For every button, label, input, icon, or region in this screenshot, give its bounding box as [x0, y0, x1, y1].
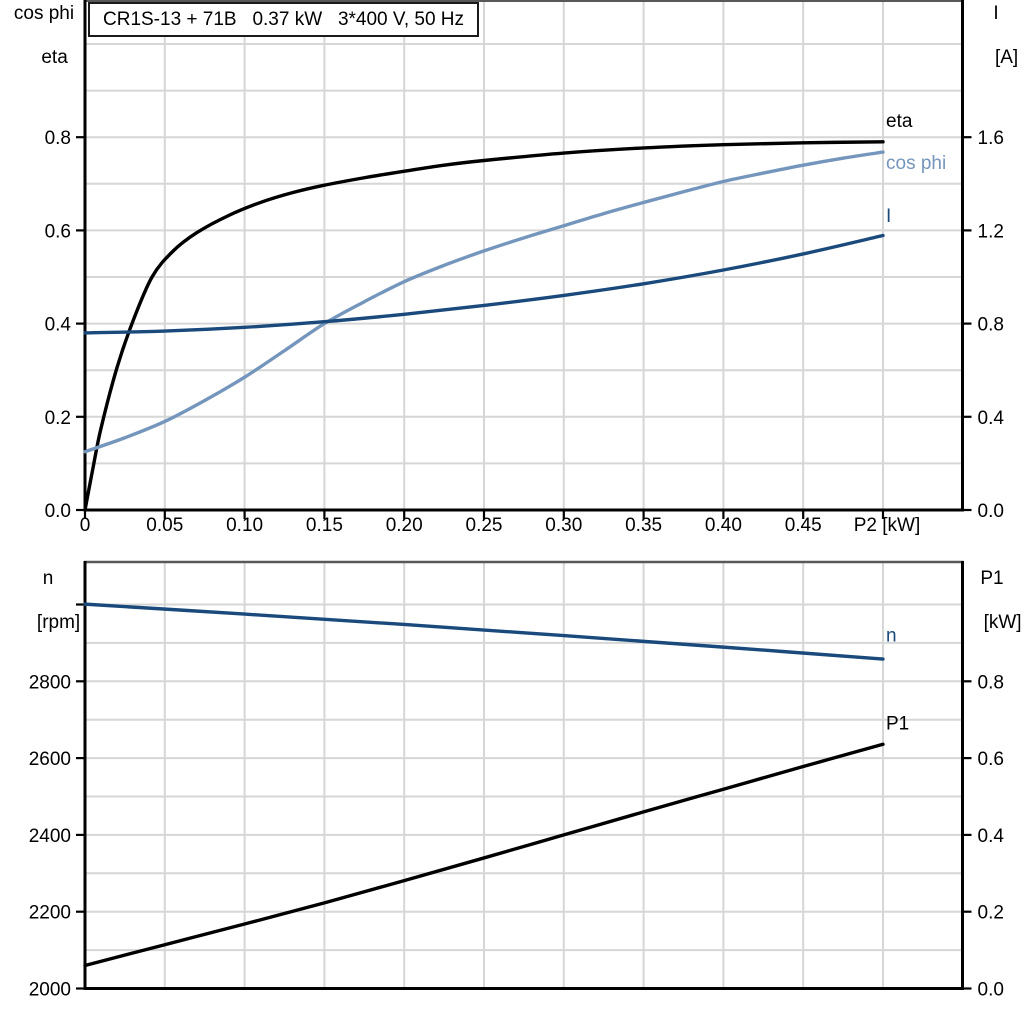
- electrical-curves-left-tick-label: 0.2: [45, 408, 71, 429]
- axis-title-eta: eta: [41, 47, 68, 68]
- electrical-curves-x-tick-label: 0.45: [785, 515, 822, 536]
- electrical-curves-x-tick-label: 0: [80, 515, 91, 536]
- axis-title-speed-unit: [rpm]: [36, 612, 81, 633]
- pump-title-box: CR1S-13 + 71B 0.37 kW 3*400 V, 50 Hz: [88, 2, 480, 37]
- electrical-curves-left-tick-label: 0.0: [45, 501, 71, 522]
- speed-power-curves-left-tick-label: 2600: [29, 749, 71, 770]
- electrical-curves-x-tick-label: 0.35: [625, 515, 662, 536]
- electrical-curves-series-cos_phi-label: cos phi: [886, 153, 946, 174]
- top-right-axis-title: I [A]: [972, 3, 1020, 69]
- electrical-curves-x-tick-label: 0.25: [466, 515, 503, 536]
- electrical-curves-left-tick-label: 0.6: [45, 221, 71, 242]
- electrical-curves-right-tick-label: 0.0: [978, 501, 1004, 522]
- electrical-curves-series-eta-label: eta: [886, 111, 913, 132]
- electrical-curves-x-tick-label: 0.20: [386, 515, 423, 536]
- electrical-curves-left-tick-label: 0.4: [45, 315, 72, 336]
- speed-power-curves-right-tick-label: 0.4: [978, 826, 1005, 847]
- electrical-curves-x-tick-label: 0.15: [306, 515, 343, 536]
- electrical-curves-series-eta-curve: [83, 140, 885, 512]
- electrical-curves-right-tick-label: 0.8: [978, 315, 1004, 336]
- electrical-curves-x-tick-label: 0.40: [705, 515, 742, 536]
- electrical-curves-series-I-label: I: [886, 206, 891, 227]
- axis-title-cos-phi: cos phi: [13, 3, 75, 24]
- speed-power-curves-left-tick-label: 2000: [29, 980, 71, 1001]
- speed-power-curves-series-n-label: n: [886, 625, 897, 646]
- electrical-curves-series-cos_phi-curve: [83, 150, 885, 454]
- electrical-curves-right-tick-label: 1.2: [978, 221, 1004, 242]
- axis-title-speed: n: [42, 568, 54, 589]
- electrical-curves-x-tick-label: P2 [kW]: [854, 515, 921, 536]
- electrical-curves-left-tick-label: 0.8: [45, 128, 71, 149]
- top-left-axis-title: cos phi eta: [4, 3, 84, 69]
- axis-title-p1-unit: [kW]: [983, 612, 1022, 633]
- electrical-curves-right-tick-label: 1.6: [978, 128, 1004, 149]
- speed-power-curves-series-P1-label: P1: [886, 713, 909, 734]
- speed-power-curves-left-tick-label: 2800: [29, 672, 71, 693]
- speed-power-curves-right-tick-label: 0.0: [978, 980, 1004, 1001]
- speed-power-curves-left-tick-label: 2400: [29, 826, 71, 847]
- speed-power-curves-right-tick-label: 0.2: [978, 903, 1004, 924]
- electrical-curves-right-tick-label: 0.4: [978, 408, 1005, 429]
- speed-power-curves-right-tick-label: 0.6: [978, 749, 1004, 770]
- speed-power-curves-series-P1-curve: [83, 742, 885, 968]
- speed-power-curves-right-tick-label: 0.8: [978, 672, 1004, 693]
- electrical-curves-x-tick-label: 0.05: [146, 515, 183, 536]
- axis-title-current: I: [993, 3, 999, 24]
- axis-title-p1: P1: [980, 568, 1004, 589]
- speed-power-curves-left-tick-label: 2200: [29, 903, 71, 924]
- bottom-left-axis-title: n [rpm]: [12, 568, 84, 634]
- electrical-curves-x-tick-label: 0.10: [226, 515, 263, 536]
- bottom-right-axis-title: P1 [kW]: [962, 568, 1022, 634]
- electrical-curves-x-tick-label: 0.30: [545, 515, 582, 536]
- speed-power-curves-series-n-curve: [83, 602, 885, 661]
- axis-title-current-unit: [A]: [994, 47, 1019, 68]
- electrical-curves-series-I-curve: [83, 233, 885, 335]
